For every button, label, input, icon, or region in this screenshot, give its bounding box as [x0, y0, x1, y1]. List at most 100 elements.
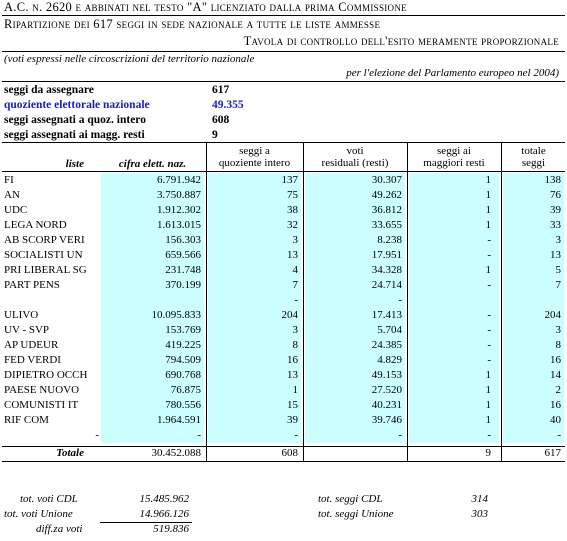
column-divider — [303, 143, 304, 461]
seggi-maggiori-resti-cell: 1 — [409, 218, 499, 233]
totals-quoz: 608 — [281, 447, 299, 459]
totale-seggi-cell: 7 — [503, 278, 564, 293]
list-name-cell: RIF COM — [4, 414, 49, 426]
document-subtitle: Ripartizione dei 617 seggi in sede nazio… — [4, 17, 381, 31]
voti-residuali-cell: 33.655 — [305, 218, 405, 233]
seggi-quoziente-cell: - — [208, 293, 301, 308]
diff-voti-label: diff.za voti — [36, 523, 83, 535]
table-row: AB SCORP VERI 156.303 3 8.238-3 — [0, 233, 567, 248]
totale-seggi-cell: 39 — [503, 203, 564, 218]
note-line-2: per l'elezione del Parlamento europeo ne… — [346, 67, 559, 79]
seggi-quoziente-cell: 16 — [208, 353, 301, 368]
table-row: ULIVO 10.095.833 204 17.413-204 — [0, 308, 567, 323]
cifra-cell: 370.199 — [101, 278, 204, 293]
totals-tot: 617 — [544, 447, 562, 459]
seggi-maggiori-resti-cell: - — [409, 308, 499, 323]
seggi-maggiori-resti-cell: - — [409, 248, 499, 263]
totale-seggi-cell: 16 — [503, 398, 564, 413]
totale-seggi-cell: 40 — [503, 413, 564, 428]
cifra-cell: 6.791.942 — [101, 173, 204, 188]
table-row: FI 6.791.942 137 30.307 1 138 — [0, 173, 567, 188]
note-line-1: (voti espressi nelle circoscrizioni del … — [4, 53, 255, 65]
summary-value: 49.355 — [212, 99, 244, 111]
voti-residuali-cell: 5.704 — [305, 323, 405, 338]
totale-seggi-cell: 2 — [503, 383, 564, 398]
list-name-cell: COMUNISTI IT — [4, 399, 79, 411]
voti-residuali-cell: 4.829 — [305, 353, 405, 368]
cifra-cell — [101, 293, 204, 308]
voti-residuali-cell: 24.385 — [305, 338, 405, 353]
tot-voti-unione-value: 14.966.126 — [139, 508, 190, 520]
list-name-cell: PAESE NUOVO — [4, 384, 80, 396]
totale-seggi-cell: 16 — [503, 353, 564, 368]
seggi-quoziente-cell: 204 — [208, 308, 301, 323]
seggi-maggiori-resti-cell: 1 — [409, 368, 499, 383]
col-header-voti-residuali: voti residuali (resti) — [321, 145, 389, 169]
seggi-maggiori-resti-cell: 1 — [409, 398, 499, 413]
table-row: LEGA NORD 1.613.015 32 33.655 1 33 — [0, 218, 567, 233]
cifra-cell: 780.556 — [101, 398, 204, 413]
seggi-quoziente-cell: 1 — [208, 383, 301, 398]
seggi-maggiori-resti-cell: - — [409, 323, 499, 338]
seggi-quoziente-cell: 3 — [208, 323, 301, 338]
seggi-quoziente-cell: 15 — [208, 398, 301, 413]
table-row: PRI LIBERAL SG 231.748 4 34.328 1 5 — [0, 263, 567, 278]
cifra-cell: 659.566 — [101, 248, 204, 263]
list-name-cell: AP UDEUR — [4, 339, 59, 351]
cifra-cell: 1.912.302 — [101, 203, 204, 218]
table-row: AP UDEUR 419.225 8 24.385-8 — [0, 338, 567, 353]
seggi-maggiori-resti-cell: 1 — [409, 383, 499, 398]
cifra-cell: 419.225 — [101, 338, 204, 353]
seggi-quoziente-cell: - — [208, 428, 301, 443]
summary-label: seggi assegnati a quoz. intero — [4, 114, 146, 126]
seggi-quoziente-cell: 75 — [208, 188, 301, 203]
col-header-seggi-quoziente: seggi a quoziente intero — [218, 145, 291, 169]
cifra-cell: 156.303 — [101, 233, 204, 248]
voti-residuali-cell: 24.714 — [305, 278, 405, 293]
cifra-cell: 153.769 — [101, 323, 204, 338]
col-header-seggi-maggiori-resti: seggi ai maggiori resti — [423, 145, 485, 169]
voti-residuali-cell: 34.328 — [305, 263, 405, 278]
voti-residuali-cell: 40.231 — [305, 398, 405, 413]
voti-residuali-cell: 27.520 — [305, 383, 405, 398]
seggi-quoziente-cell: 38 — [208, 203, 301, 218]
voti-residuali-cell: - — [305, 428, 405, 443]
totale-seggi-cell: 76 — [503, 188, 564, 203]
voti-residuali-cell: 49.262 — [305, 188, 405, 203]
totals-magg: 9 — [485, 447, 492, 459]
tot-seggi-cdl-label: tot. seggi CDL — [318, 493, 383, 505]
column-divider — [206, 143, 207, 461]
totals-bottom-rule — [2, 461, 565, 462]
seggi-quoziente-cell: 3 — [208, 233, 301, 248]
seggi-maggiori-resti-cell: - — [409, 353, 499, 368]
cifra-cell: 1.613.015 — [101, 218, 204, 233]
voti-residuali-cell: 17.413 — [305, 308, 405, 323]
totale-seggi-cell: 5 — [503, 263, 564, 278]
col-header-liste: liste — [65, 158, 84, 170]
seggi-quoziente-cell: 137 — [208, 173, 301, 188]
list-name-cell: SOCIALISTI UN — [4, 249, 83, 261]
cifra-cell: 690.768 — [101, 368, 204, 383]
list-name-cell: UDC — [4, 204, 28, 216]
totals-label: Totale — [56, 447, 84, 459]
seggi-maggiori-resti-cell: - — [409, 278, 499, 293]
totale-seggi-cell: 33 — [503, 218, 564, 233]
tot-voti-cdl-label: tot. voti CDL — [20, 493, 78, 505]
totale-seggi-cell: - — [503, 428, 564, 443]
cifra-cell: 3.750.887 — [101, 188, 204, 203]
table-row: -- — [0, 293, 567, 308]
totals-rule — [2, 446, 565, 447]
document-subtitle-2: Tavola di controllo dell'esito meramente… — [243, 34, 559, 48]
voti-residuali-cell: 39.746 — [305, 413, 405, 428]
cifra-cell: 76.875 — [101, 383, 204, 398]
table-row: ------ — [0, 428, 567, 443]
header-bottom-rule — [2, 171, 565, 172]
column-divider — [501, 143, 502, 461]
seggi-quoziente-cell: 4 — [208, 263, 301, 278]
seggi-maggiori-resti-cell: 1 — [409, 263, 499, 278]
table-row: UV - SVP 153.769 3 5.704-3 — [0, 323, 567, 338]
cifra-cell: 1.964.591 — [101, 413, 204, 428]
voti-residuali-cell: 30.307 — [305, 173, 405, 188]
list-name-cell — [4, 293, 99, 308]
totale-seggi-cell: 3 — [503, 323, 564, 338]
